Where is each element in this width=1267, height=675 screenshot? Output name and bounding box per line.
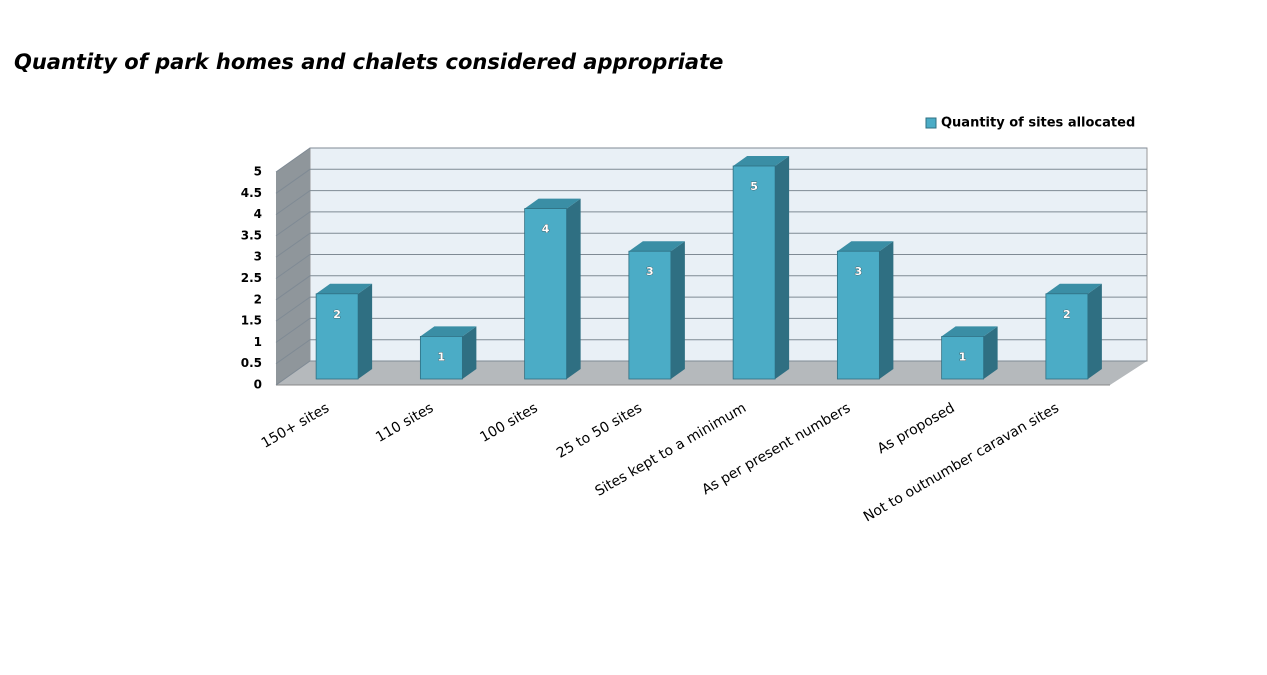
bar (941, 326, 998, 380)
y-tick-label: 5 (254, 165, 262, 179)
y-tick-label: 3 (254, 250, 262, 264)
value-label: 2 (1063, 308, 1071, 321)
bar-top (837, 241, 894, 252)
value-label: 2 (333, 308, 341, 321)
floor (276, 361, 1147, 385)
x-tick-label: 25 to 50 sites (554, 400, 645, 462)
grid-line (275, 232, 1147, 258)
grid-line (275, 168, 1147, 194)
bar-top (1045, 283, 1102, 294)
value-label: 1 (438, 350, 446, 363)
bar-side (1087, 283, 1102, 379)
grid-segment (275, 147, 1147, 173)
bar-side (879, 241, 894, 379)
grid-segment (275, 211, 1147, 237)
y-tick-label: 2.5 (241, 271, 262, 285)
bar-front (628, 250, 672, 380)
bar (628, 241, 685, 380)
grid-segment (275, 232, 1147, 258)
bar-side (566, 198, 581, 379)
bar-side (462, 326, 477, 379)
bar-front (1045, 293, 1089, 380)
bar-top (316, 283, 373, 294)
bar-side (775, 156, 790, 379)
y-tick-label: 3.5 (241, 228, 262, 242)
value-label: 1 (959, 350, 967, 363)
value-label: 3 (855, 265, 863, 278)
bar-front (732, 165, 776, 380)
bar-side (983, 326, 998, 379)
bar (524, 198, 581, 380)
bar-top (524, 198, 581, 209)
grid-line (275, 211, 1147, 237)
bar-top (628, 241, 685, 252)
x-tick-label: Not to outnumber caravan sites (861, 400, 1062, 525)
bar (732, 156, 790, 380)
bar (315, 283, 373, 380)
y-tick-label: 4.5 (241, 186, 262, 200)
grid-line (275, 147, 1147, 173)
bar-front (419, 335, 463, 380)
chart-title: Quantity of park homes and chalets consi… (14, 50, 723, 74)
y-tick-label: 0 (254, 378, 262, 392)
value-label: 3 (646, 265, 654, 278)
bar (1045, 283, 1102, 380)
y-tick-label: 1 (254, 335, 262, 349)
grid-segment (275, 190, 1147, 216)
bar-top (733, 156, 790, 166)
legend-swatch (925, 117, 937, 129)
bar-front (836, 250, 880, 380)
grid-segment (275, 168, 1147, 194)
x-tick-label: 100 sites (477, 400, 540, 446)
y-tick-label: 4 (254, 207, 262, 221)
grid-line (275, 190, 1147, 216)
bar (419, 326, 477, 380)
bar-top (420, 326, 477, 337)
bar-side (358, 283, 373, 379)
y-tick-label: 2 (254, 292, 262, 306)
y-tick-label: 0.5 (241, 356, 262, 370)
legend-label: Quantity of sites allocated (941, 116, 1135, 131)
value-label: 4 (542, 223, 550, 236)
bar-front (315, 293, 359, 380)
bar-top (941, 326, 998, 337)
x-tick-label: As proposed (875, 400, 958, 457)
bar-front (524, 208, 568, 380)
bar-front (941, 335, 985, 380)
bar-side (670, 241, 685, 379)
x-tick-label: 110 sites (373, 400, 436, 446)
y-tick-label: 1.5 (241, 314, 262, 328)
value-label: 5 (750, 180, 758, 193)
bar (836, 241, 894, 380)
x-tick-label: 150+ sites (259, 400, 332, 452)
